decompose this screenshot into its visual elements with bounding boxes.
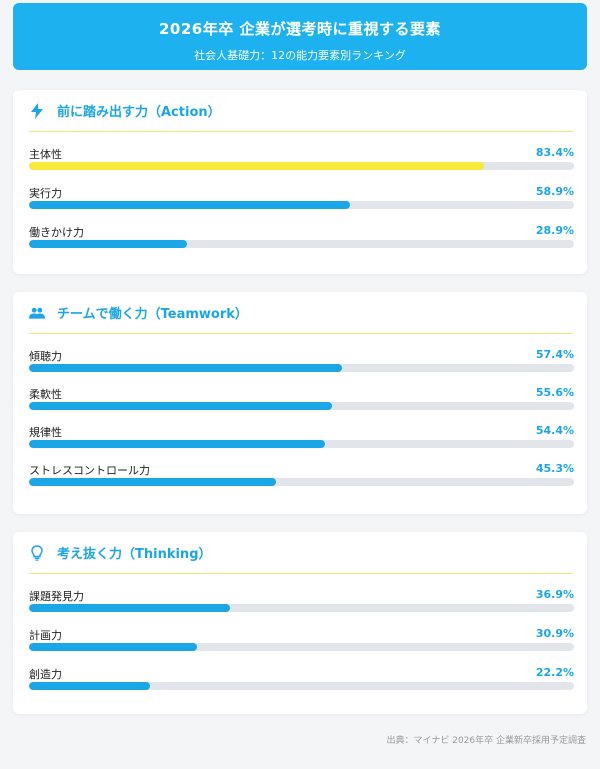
bar-value-label: 83.4% bbox=[535, 146, 574, 159]
group-title: 前に踏み出す力（Action） bbox=[57, 105, 221, 120]
bar-value-label: 58.9% bbox=[535, 185, 574, 198]
bar-item: 柔軟性 55.6% bbox=[29, 386, 574, 416]
group-card-action: 前に踏み出す力（Action） 主体性 83.4% 実行力 58.9% 働きかけ… bbox=[13, 90, 587, 274]
bar-track bbox=[29, 402, 574, 410]
group-title: 考え抜く力（Thinking） bbox=[57, 547, 212, 562]
bar-label: ストレスコントロール力 bbox=[29, 464, 150, 477]
bar-value-label: 54.4% bbox=[535, 424, 574, 437]
bar-fill bbox=[29, 682, 150, 690]
group-header: チームで働く力（Teamwork） bbox=[29, 292, 573, 334]
bar-label: 傾聴力 bbox=[29, 350, 62, 363]
bar-item: 主体性 83.4% bbox=[29, 146, 574, 176]
source-note: 出典：マイナビ 2026年卒 企業新卒採用予定調査 bbox=[386, 736, 586, 746]
page-title: 2026年卒 企業が選考時に重視する要素 bbox=[159, 20, 441, 38]
bar-item: 実行力 58.9% bbox=[29, 185, 574, 215]
bar-fill bbox=[29, 604, 231, 612]
group-title: チームで働く力（Teamwork） bbox=[57, 307, 248, 322]
bar-track bbox=[29, 440, 574, 448]
page-subtitle: 社会人基礎力：12の能力要素別ランキング bbox=[194, 49, 406, 62]
bar-track bbox=[29, 682, 574, 690]
bar-label: 創造力 bbox=[29, 668, 62, 681]
bar-value-label: 45.3% bbox=[535, 462, 574, 475]
bar-track bbox=[29, 643, 574, 651]
bar-item: 計画力 30.9% bbox=[29, 627, 574, 657]
bar-value-label: 55.6% bbox=[535, 386, 574, 399]
bar-value-label: 30.9% bbox=[535, 627, 574, 640]
bar-item: 課題発見力 36.9% bbox=[29, 588, 574, 618]
bar-label: 課題発見力 bbox=[29, 590, 84, 603]
bar-track bbox=[29, 364, 574, 372]
bar-item: ストレスコントロール力 45.3% bbox=[29, 462, 574, 492]
bar-item: 創造力 22.2% bbox=[29, 666, 574, 696]
group-header: 前に踏み出す力（Action） bbox=[29, 90, 573, 132]
bar-fill bbox=[29, 240, 187, 248]
bar-track bbox=[29, 162, 574, 170]
lightbulb-icon bbox=[29, 544, 45, 561]
bar-value-label: 28.9% bbox=[535, 224, 574, 237]
bar-fill bbox=[29, 440, 326, 448]
bar-item: 傾聴力 57.4% bbox=[29, 348, 574, 378]
bar-label: 主体性 bbox=[29, 148, 62, 161]
bar-label: 実行力 bbox=[29, 187, 62, 200]
bar-label: 働きかけ力 bbox=[29, 226, 84, 239]
bar-label: 規律性 bbox=[29, 426, 62, 439]
bar-track bbox=[29, 240, 574, 248]
group-card-thinking: 考え抜く力（Thinking） 課題発見力 36.9% 計画力 30.9% 創造… bbox=[13, 532, 587, 714]
bar-fill bbox=[29, 364, 342, 372]
bar-track bbox=[29, 604, 574, 612]
bar-track bbox=[29, 478, 574, 486]
header-banner: 2026年卒 企業が選考時に重視する要素 社会人基礎力：12の能力要素別ランキン… bbox=[13, 3, 587, 70]
bar-label: 柔軟性 bbox=[29, 388, 62, 401]
group-header: 考え抜く力（Thinking） bbox=[29, 532, 573, 574]
bar-item: 働きかけ力 28.9% bbox=[29, 224, 574, 254]
bar-value-label: 57.4% bbox=[535, 348, 574, 361]
bar-fill bbox=[29, 402, 333, 410]
bar-fill bbox=[29, 201, 350, 209]
bar-fill bbox=[29, 162, 484, 170]
bar-label: 計画力 bbox=[29, 629, 62, 642]
bar-fill bbox=[29, 643, 198, 651]
bar-value-label: 22.2% bbox=[535, 666, 574, 679]
bar-track bbox=[29, 201, 574, 209]
group-card-teamwork: チームで働く力（Teamwork） 傾聴力 57.4% 柔軟性 55.6% 規律… bbox=[13, 292, 587, 514]
lightning-icon bbox=[29, 102, 45, 119]
bar-fill bbox=[29, 478, 276, 486]
people-icon bbox=[29, 305, 45, 321]
bar-item: 規律性 54.4% bbox=[29, 424, 574, 454]
bar-value-label: 36.9% bbox=[535, 588, 574, 601]
